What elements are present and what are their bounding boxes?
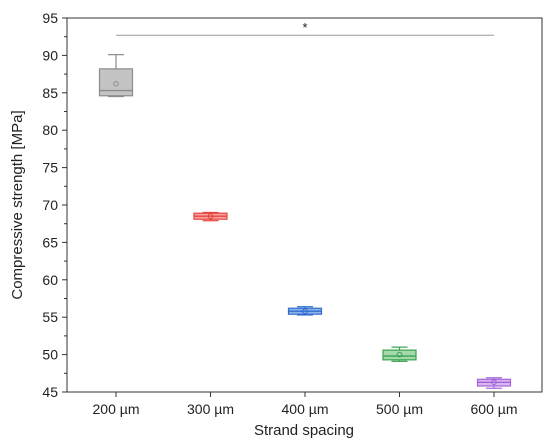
x-tick-label: 500 µm [376,401,423,417]
y-tick-label: 55 [42,309,58,325]
box-500 [382,346,417,362]
x-tick-label: 400 µm [282,401,329,417]
box-200 [98,54,134,98]
mean-marker [302,308,308,315]
x-tick-label: 600 µm [471,401,518,417]
mean-marker [396,351,403,358]
x-tick-label: 300 µm [187,401,234,417]
mean-marker [491,379,497,386]
y-tick-label: 90 [42,47,58,63]
y-axis-title: Compressive strength [MPa] [9,110,26,299]
box-400 [287,306,323,316]
box-600 [476,377,512,389]
y-tick-label: 95 [42,10,58,26]
y-tick-label: 70 [42,197,58,213]
y-tick-label: 85 [42,85,58,101]
x-tick-label: 200 µm [93,401,140,417]
y-tick-label: 50 [42,347,58,363]
box-300 [193,211,228,222]
box-iqr [382,349,417,361]
mean-marker [113,81,119,87]
y-tick-label: 80 [42,122,58,138]
y-tick-label: 45 [42,384,58,400]
significance-label: * [302,20,307,35]
y-tick-label: 65 [42,234,58,250]
y-tick-label: 75 [42,160,58,176]
plot-frame [66,17,543,393]
box-iqr [98,68,134,97]
y-tick-label: 60 [42,272,58,288]
x-axis-title: Strand spacing [254,422,354,439]
mean-marker [207,213,214,220]
